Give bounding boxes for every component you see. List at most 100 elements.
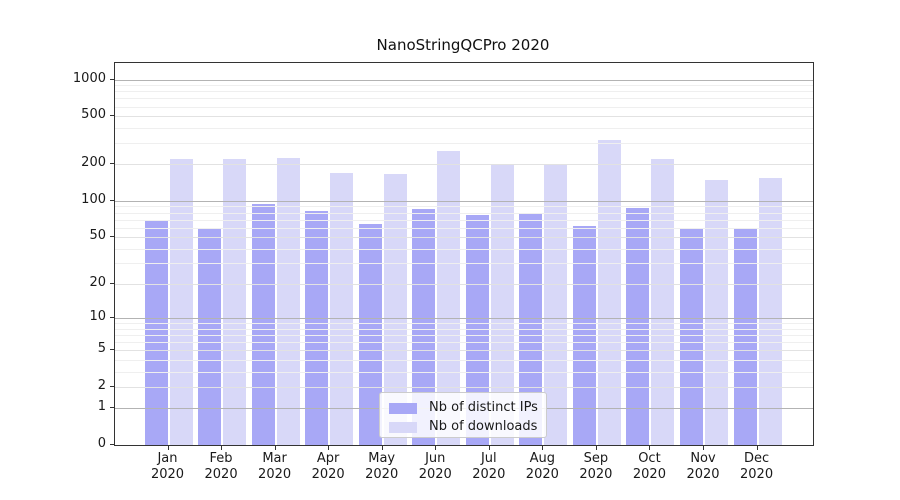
x-tick-mark	[488, 446, 490, 450]
y-tick-label-1000: 1000	[72, 70, 106, 86]
y-tick-label-2: 2	[97, 377, 106, 393]
bar-downloads-jan	[169, 158, 193, 445]
x-tick-label-dec: Dec 2020	[740, 451, 774, 482]
y-tick-label-100: 100	[81, 191, 106, 207]
x-tick-mark	[649, 446, 651, 450]
gridline-3	[115, 371, 813, 373]
gridline-800	[115, 91, 813, 93]
gridline-500	[115, 116, 813, 118]
x-tick-mark	[542, 446, 544, 450]
x-tick-mark	[328, 446, 330, 450]
y-tick-label-20: 20	[89, 274, 106, 290]
gridline-4	[115, 359, 813, 361]
y-tick-mark	[110, 78, 114, 80]
plot-area	[114, 62, 814, 446]
bar-downloads-sep	[597, 139, 621, 445]
gridline-6	[115, 342, 813, 344]
gridline-60	[115, 227, 813, 229]
x-tick-label-may: May 2020	[365, 451, 399, 482]
x-tick-mark	[221, 446, 223, 450]
legend-entry-downloads: Nb of downloads	[389, 419, 537, 435]
y-tick-mark	[110, 317, 114, 319]
bar-downloads-mar	[276, 158, 300, 445]
legend-label-downloads: Nb of downloads	[429, 419, 538, 434]
bar-downloads-jul	[490, 165, 514, 445]
y-tick-label-5: 5	[97, 341, 106, 357]
y-tick-mark	[110, 115, 114, 117]
bar-distinct-ips-oct	[626, 208, 650, 445]
y-tick-mark	[110, 282, 114, 284]
gridline-600	[115, 106, 813, 108]
x-tick-mark	[435, 446, 437, 450]
x-tick-mark	[595, 446, 597, 450]
y-tick-label-200: 200	[81, 155, 106, 171]
x-tick-mark	[274, 446, 276, 450]
bar-distinct-ips-feb	[198, 229, 222, 445]
chart-title: NanoStringQCPro 2020	[376, 36, 550, 54]
y-tick-mark	[110, 199, 114, 201]
legend-entry-distinct-ips: Nb of distinct IPs	[389, 400, 538, 416]
y-tick-mark	[110, 407, 114, 409]
legend: Nb of distinct IPs Nb of downloads	[379, 392, 547, 438]
gridline-80	[115, 212, 813, 214]
bar-distinct-ips-apr	[305, 210, 329, 445]
y-tick-label-0: 0	[97, 436, 106, 451]
bar-downloads-jun	[437, 151, 461, 445]
gridline-70	[115, 219, 813, 221]
gridline-5	[115, 350, 813, 352]
y-tick-mark	[110, 236, 114, 238]
x-tick-label-apr: Apr 2020	[311, 451, 345, 482]
bar-downloads-apr	[330, 173, 354, 445]
x-tick-label-oct: Oct 2020	[632, 451, 666, 482]
x-tick-mark	[756, 446, 758, 450]
x-tick-mark	[167, 446, 169, 450]
y-tick-mark	[110, 444, 114, 445]
bar-distinct-ips-aug	[519, 212, 543, 445]
bar-distinct-ips-jan	[144, 219, 168, 445]
y-tick-label-1: 1	[97, 399, 106, 415]
gridline-1000	[115, 79, 813, 81]
gridline-700	[115, 98, 813, 100]
bar-downloads-oct	[651, 158, 675, 445]
bar-distinct-ips-nov	[680, 228, 703, 445]
x-tick-label-nov: Nov 2020	[686, 451, 720, 482]
x-tick-label-mar: Mar 2020	[258, 451, 292, 482]
gridline-40	[115, 248, 813, 250]
gridline-30	[115, 263, 813, 265]
gridline-200	[115, 164, 813, 166]
bar-downloads-may	[383, 174, 407, 445]
x-tick-label-jul: Jul 2020	[472, 451, 506, 482]
gridline-900	[115, 85, 813, 87]
bars-layer	[115, 63, 813, 445]
gridline-400	[115, 127, 813, 129]
x-tick-mark	[703, 446, 704, 450]
bar-downloads-dec	[758, 177, 782, 445]
gridline-8	[115, 328, 813, 330]
x-tick-label-jun: Jun 2020	[418, 451, 452, 482]
y-tick-label-500: 500	[81, 107, 106, 123]
y-tick-mark	[110, 163, 114, 165]
bar-downloads-aug	[544, 163, 568, 445]
legend-swatch-distinct-ips	[389, 402, 417, 414]
legend-label-distinct-ips: Nb of distinct IPs	[429, 400, 538, 415]
bar-downloads-nov	[705, 180, 728, 445]
gridline-9	[115, 323, 813, 325]
gridline-10	[115, 318, 813, 320]
x-tick-label-sep: Sep 2020	[579, 451, 613, 482]
x-tick-label-jan: Jan 2020	[150, 451, 185, 482]
gridline-20	[115, 283, 813, 285]
bar-downloads-feb	[223, 158, 247, 445]
gridline-50	[115, 237, 813, 239]
x-tick-label-aug: Aug 2020	[525, 451, 559, 482]
legend-swatch-downloads	[389, 421, 417, 433]
gridline-7	[115, 335, 813, 336]
y-tick-label-50: 50	[89, 228, 106, 244]
y-tick-mark	[110, 385, 114, 387]
y-tick-label-10: 10	[89, 309, 106, 325]
x-tick-mark	[381, 446, 383, 450]
gridline-90	[115, 206, 813, 208]
bar-distinct-ips-may	[358, 224, 382, 445]
grid-layer	[115, 63, 813, 445]
y-tick-mark	[110, 349, 114, 351]
